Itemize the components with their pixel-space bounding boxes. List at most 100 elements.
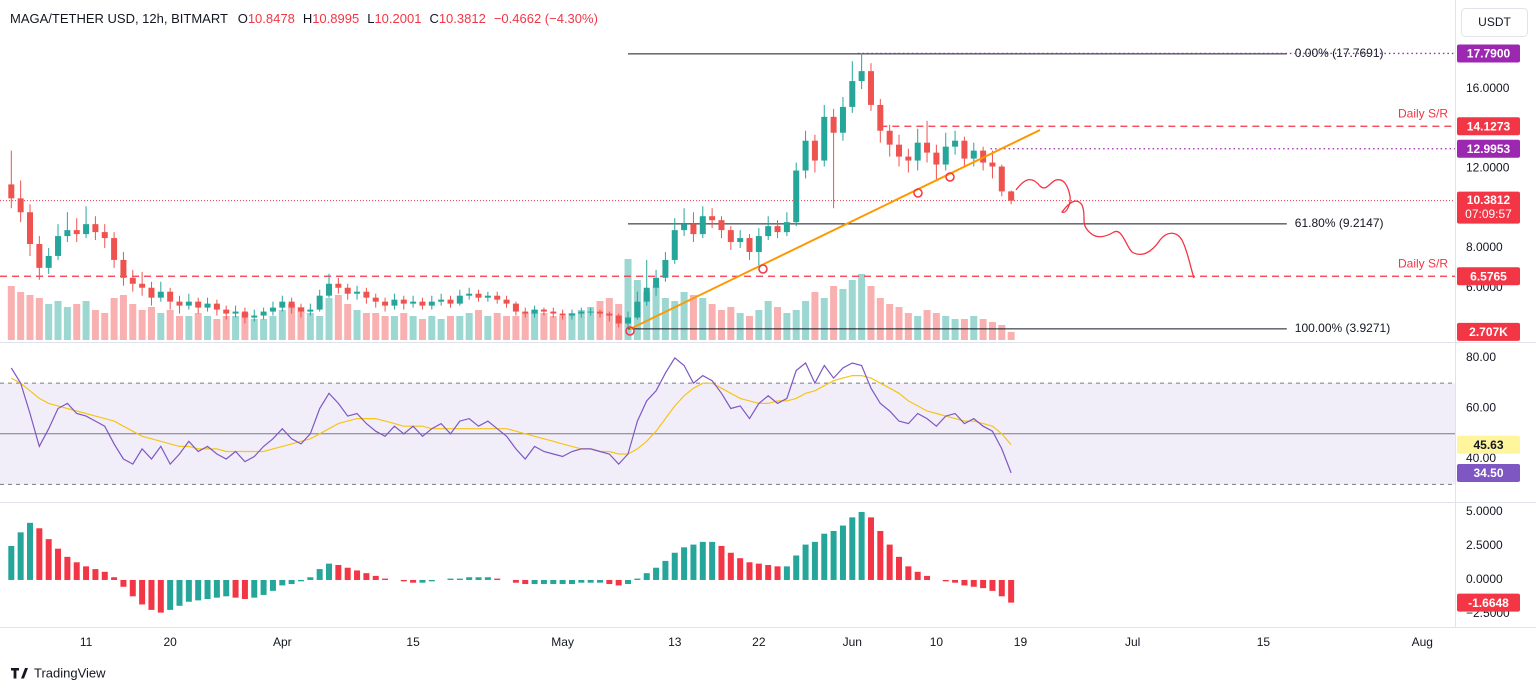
candle-body	[896, 144, 903, 157]
touch-point	[913, 188, 923, 198]
candle-body	[232, 311, 239, 314]
touch-point	[945, 172, 955, 182]
candle-body	[148, 287, 155, 298]
volume-bar	[306, 313, 314, 340]
macd-bar	[914, 571, 921, 580]
candle-body	[204, 303, 211, 308]
x-tick-label: 11	[80, 635, 93, 649]
candle-body	[64, 230, 71, 237]
macd-bar	[606, 579, 613, 585]
candle-body	[223, 309, 230, 314]
volume-bar	[297, 307, 305, 340]
volume-bar	[1007, 331, 1015, 340]
volume-bar	[839, 289, 847, 340]
level-note: Daily S/R	[1398, 106, 1448, 120]
volume-bar	[372, 313, 380, 340]
candle-body	[111, 238, 118, 260]
ohlc-letter: C	[429, 11, 438, 26]
x-tick-label: 15	[406, 635, 420, 649]
candle-body	[765, 226, 772, 237]
x-tick-label: Jun	[843, 635, 862, 649]
candle-body	[877, 104, 884, 131]
macd-bar	[64, 556, 71, 580]
candle-body	[970, 150, 977, 159]
macd-bar	[699, 541, 706, 580]
candle-body	[241, 311, 248, 318]
macd-bar	[213, 579, 220, 598]
touch-point	[625, 326, 635, 336]
x-tick-label: 19	[1014, 635, 1028, 649]
y-tick-label: 0.0000	[1466, 572, 1503, 586]
level-tag	[1457, 44, 1520, 63]
candle-body	[811, 140, 818, 161]
macd-bar	[681, 547, 688, 580]
macd-bar	[269, 579, 276, 591]
macd-bar	[120, 579, 127, 587]
candle-body	[737, 238, 744, 243]
candle-body	[391, 299, 398, 306]
candle-body	[251, 315, 258, 318]
x-tick-label: Jul	[1125, 635, 1140, 649]
volume-bar	[661, 298, 669, 340]
volume-bar	[241, 313, 249, 340]
fib-label: 100.00% (3.9271)	[1295, 321, 1390, 335]
last-price-tag-label: 10.3812	[1467, 193, 1511, 207]
volume-bar	[876, 298, 884, 340]
macd-tag-label: -1.6648	[1468, 596, 1509, 610]
volume-bar	[456, 316, 464, 340]
macd-bar	[419, 579, 426, 583]
candle-body	[260, 311, 267, 316]
macd-bar	[410, 579, 417, 583]
volume-bar	[820, 298, 828, 340]
volume-bar	[381, 316, 389, 340]
macd-bar	[195, 579, 202, 601]
volume-bar	[17, 292, 25, 340]
y-tick-label: 80.00	[1466, 350, 1496, 364]
candle-body	[400, 299, 407, 304]
volume-bar	[344, 304, 352, 340]
macd-bar	[354, 570, 361, 580]
macd-bar	[690, 544, 697, 580]
level-tag	[1457, 117, 1520, 136]
candle-body	[746, 238, 753, 252]
candle-body	[924, 142, 931, 153]
macd-bar	[821, 533, 828, 580]
y-tick-label: 60.00	[1466, 401, 1496, 415]
volume-bar	[400, 313, 408, 340]
volume-bar	[185, 316, 193, 340]
volume-bar	[390, 316, 398, 340]
candle-body	[625, 317, 632, 324]
macd-bar	[372, 575, 379, 580]
volume-bar	[119, 295, 127, 340]
macd-bar	[550, 579, 557, 585]
candle-body	[839, 106, 846, 133]
currency-button[interactable]	[1461, 8, 1528, 37]
volume-bar	[923, 310, 931, 340]
macd-bar	[980, 579, 987, 589]
volume-bar	[475, 310, 483, 340]
macd-bar	[475, 577, 482, 580]
volume-bar	[465, 313, 473, 340]
macd-bar	[447, 578, 454, 580]
candle-body	[17, 198, 24, 213]
macd-bar	[129, 579, 136, 597]
macd-bar	[839, 525, 846, 580]
level-tag-label: 6.5765	[1470, 269, 1507, 283]
macd-bar	[952, 579, 959, 583]
volume-bar	[157, 313, 165, 340]
volume-bar	[783, 313, 791, 340]
macd-bar	[755, 563, 762, 580]
macd-bar	[83, 566, 90, 580]
volume-bar	[624, 259, 632, 340]
volume-bar	[82, 301, 90, 340]
ohlc-letter: L	[367, 11, 374, 26]
currency-label[interactable]: USDT	[1478, 15, 1511, 29]
level-note: Daily S/R	[1398, 256, 1448, 270]
back-layer: 16.000012.00008.00006.000080.0060.0040.0…	[0, 46, 1510, 649]
volume-bar	[409, 316, 417, 340]
candle-body	[858, 71, 865, 82]
price-change: −0.4662 (−4.30%)	[494, 11, 598, 26]
volume-bar	[904, 313, 912, 340]
candle-body	[410, 301, 417, 304]
candle-body	[699, 216, 706, 235]
